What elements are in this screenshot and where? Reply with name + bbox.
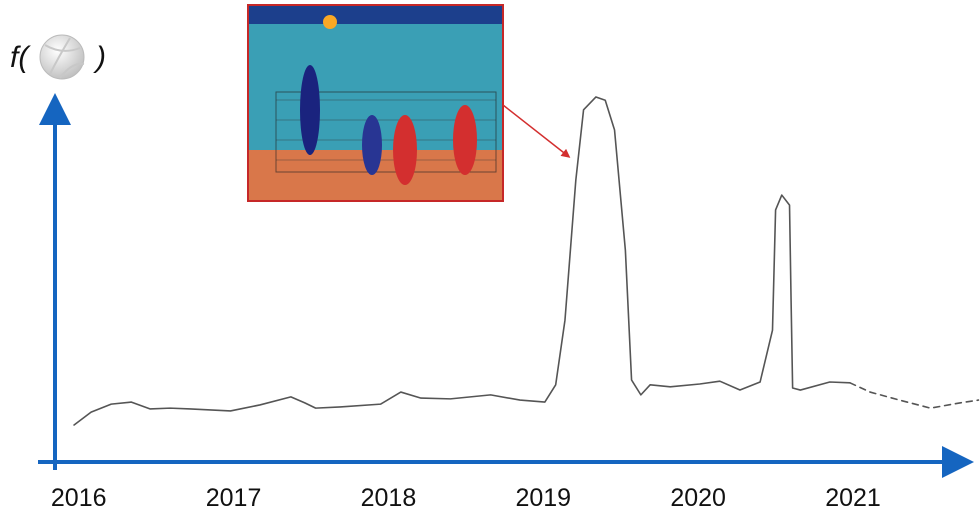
x-tick-label: 2021 — [825, 484, 881, 512]
x-tick-label: 2019 — [515, 484, 571, 512]
x-tick-label: 2018 — [361, 484, 417, 512]
pointer-arrow — [502, 104, 571, 158]
y-label-prefix: f( — [10, 41, 31, 74]
volleyball-icon — [39, 34, 85, 80]
y-label-suffix: ) — [93, 41, 106, 74]
x-tick-label: 2017 — [206, 484, 262, 512]
photo — [247, 4, 504, 202]
projected-line — [849, 382, 980, 409]
data-line — [73, 96, 851, 426]
x-tick-label: 2020 — [670, 484, 726, 512]
x-tick-label: 2016 — [51, 484, 107, 512]
